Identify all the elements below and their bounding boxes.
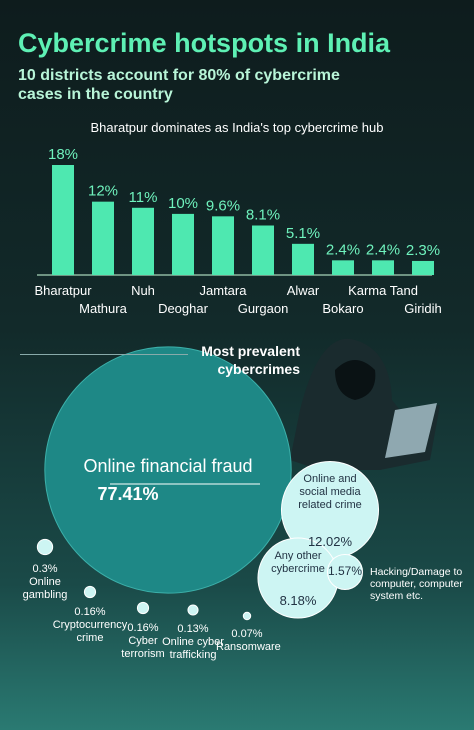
bubble-value: 77.41% [97, 484, 159, 504]
bar [372, 260, 394, 275]
bubble-name: Hacking/Damage to computer, computer sys… [370, 566, 463, 602]
value-label: 2.4% [326, 241, 360, 258]
subtitle: 10 districts account for 80% of cybercri… [18, 67, 340, 103]
value-label: 18% [48, 146, 78, 163]
bubble-name: Online gambling [22, 575, 68, 601]
bar [212, 216, 234, 275]
bar [332, 260, 354, 275]
category-label: Karma Tand [348, 283, 418, 298]
bubble-name: Cryptocurrency crime [52, 618, 128, 644]
hacker-face [335, 360, 376, 400]
bar [172, 213, 194, 275]
bubble-value: 12.02% [307, 533, 353, 549]
bar [292, 243, 314, 275]
category-label: Giridih [404, 301, 442, 316]
category-label: Bharatpur [34, 283, 92, 298]
bar [132, 207, 154, 275]
bubble-name: Online and social media related crime [298, 473, 362, 512]
bubble-name: Any other cybercrime [271, 549, 325, 575]
bubble-name: Online financial fraud [83, 456, 253, 476]
bubble-value: 0.16% [74, 605, 106, 618]
bubble-name: Ransomware [216, 640, 281, 653]
category-label: Bokaro [322, 301, 363, 316]
bubble-value: 0.07% [231, 627, 263, 640]
value-label: 12% [88, 183, 118, 200]
bar [412, 260, 434, 275]
category-label: Jamtara [200, 283, 248, 298]
category-label: Mathura [79, 301, 127, 316]
bubble [326, 553, 364, 591]
value-label: 11% [129, 189, 158, 206]
value-label: 8.1% [246, 207, 280, 224]
bar [252, 225, 274, 275]
bubble-chart-title: Most prevalent cybercrimes [201, 343, 300, 377]
bar [92, 201, 114, 275]
bubble-name: Cyber terrorism [121, 634, 165, 660]
bar-chart-title: Bharatpur dominates as India's top cyber… [90, 120, 384, 135]
bubble [187, 604, 199, 616]
category-label: Deoghar [158, 301, 209, 316]
title: Cybercrime hotspots in India [18, 28, 391, 58]
bar [52, 165, 74, 275]
category-label: Nuh [131, 283, 155, 298]
bubble [36, 538, 54, 556]
bubble-value: 1.57% [327, 564, 363, 578]
category-label: Alwar [287, 283, 320, 298]
category-label: Gurgaon [238, 301, 289, 316]
bubble [242, 611, 252, 621]
bubble [136, 601, 150, 615]
value-label: 9.6% [206, 197, 240, 214]
value-label: 5.1% [286, 225, 320, 242]
bubble-value: 0.13% [177, 623, 209, 636]
laptop [385, 403, 437, 458]
bubble [44, 346, 292, 594]
bubble [83, 585, 97, 599]
bubble-value: 0.16% [127, 621, 159, 634]
value-label: 2.4% [366, 241, 400, 258]
bubble-value: 0.3% [32, 562, 58, 575]
value-label: 10% [168, 195, 198, 212]
bubble-name: Online cyber trafficking [162, 636, 224, 662]
title-rule [20, 354, 188, 355]
bubble-value: 8.18% [279, 593, 317, 609]
value-label: 2.3% [406, 242, 440, 259]
